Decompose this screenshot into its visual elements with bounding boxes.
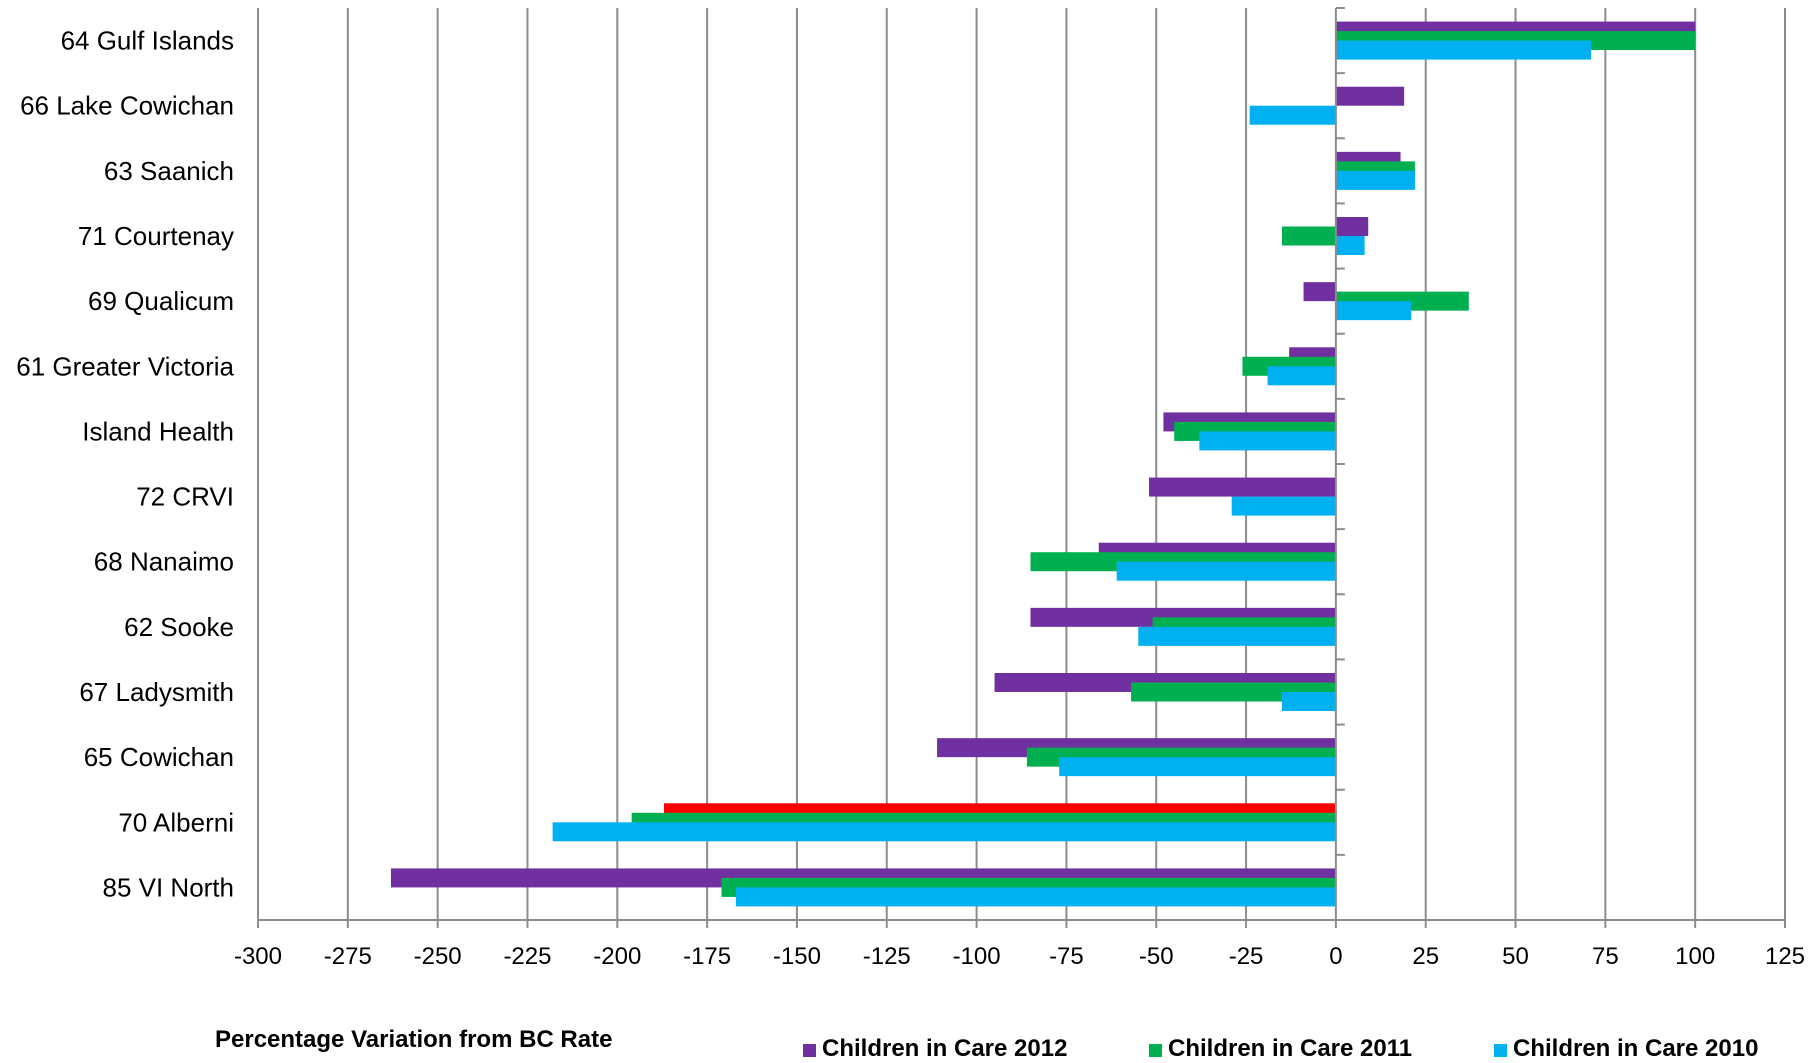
category-label: 70 Alberni — [118, 807, 234, 837]
category-label: 72 CRVI — [136, 482, 234, 512]
legend-swatch — [803, 1044, 816, 1057]
bar — [1335, 86, 1405, 106]
bar — [1281, 226, 1336, 246]
x-tick-label: -50 — [1139, 943, 1174, 970]
bar — [1303, 282, 1336, 302]
bar — [1231, 496, 1336, 516]
category-labels: 64 Gulf Islands 66 Lake Cowichan 63 Saanic… — [16, 26, 234, 903]
bar — [735, 887, 1336, 907]
bar — [1335, 236, 1365, 255]
category-label: 63 Saanich — [104, 156, 234, 186]
x-tick-label: -100 — [953, 943, 1001, 970]
legend-label: Children in Care 2011 — [1168, 1035, 1412, 1062]
x-tick-label: -125 — [863, 943, 911, 970]
bar — [1199, 431, 1336, 451]
bar — [1335, 170, 1415, 190]
bar — [1335, 301, 1412, 321]
bars — [390, 21, 1696, 907]
legend-swatch — [1149, 1044, 1162, 1057]
bar — [1335, 217, 1369, 236]
x-tick-label: -300 — [234, 943, 282, 970]
category-label: Island Health — [82, 416, 234, 446]
legend-swatch — [1494, 1044, 1507, 1057]
x-tick-label: -25 — [1229, 943, 1264, 970]
bar — [1335, 40, 1591, 60]
x-tick-label: -200 — [593, 943, 641, 970]
bar — [1281, 692, 1336, 711]
category-label: 66 Lake Cowichan — [20, 91, 234, 121]
bar — [1059, 757, 1336, 777]
category-label: 65 Cowichan — [84, 742, 234, 772]
bar — [1149, 477, 1336, 497]
bar — [1249, 105, 1336, 125]
category-label: 64 Gulf Islands — [61, 26, 234, 56]
x-tick-label: -150 — [773, 943, 821, 970]
category-label: 85 VI North — [102, 872, 234, 902]
legend-label: Children in Care 2010 — [1513, 1035, 1758, 1062]
x-tick-label: 50 — [1502, 943, 1529, 970]
x-tick-label: 125 — [1765, 943, 1805, 970]
x-tick-label: -275 — [324, 943, 372, 970]
x-axis-title: Percentage Variation from BC Rate — [215, 1026, 612, 1053]
category-label: 62 Sooke — [124, 612, 234, 642]
category-label: 61 Greater Victoria — [16, 351, 234, 381]
legend-label: Children in Care 2012 — [822, 1035, 1067, 1062]
x-tick-label: 100 — [1675, 943, 1715, 970]
value-axis: -300 -275 -250 -225 -200 -175 -150 -125 -100 -75-… — [234, 7, 1805, 970]
x-tick-label: 0 — [1329, 943, 1342, 970]
category-label: 69 Qualicum — [88, 286, 234, 316]
x-tick-label: -225 — [503, 943, 551, 970]
x-tick-label: -75 — [1049, 943, 1084, 970]
category-label: 68 Nanaimo — [94, 547, 234, 577]
x-tick-label: 25 — [1412, 943, 1439, 970]
gridlines — [257, 8, 1786, 920]
category-label: 71 Courtenay — [78, 221, 234, 251]
bar — [1138, 626, 1336, 646]
bar — [1116, 561, 1336, 581]
x-tick-label: -250 — [414, 943, 462, 970]
legend: Children in Care 2012 Children in Care 20… — [803, 1035, 1758, 1062]
x-tick-label: -175 — [683, 943, 731, 970]
x-tick-label: 75 — [1592, 943, 1619, 970]
bar — [552, 822, 1336, 842]
category-label: 67 Ladysmith — [79, 677, 234, 707]
bar — [1267, 366, 1336, 386]
